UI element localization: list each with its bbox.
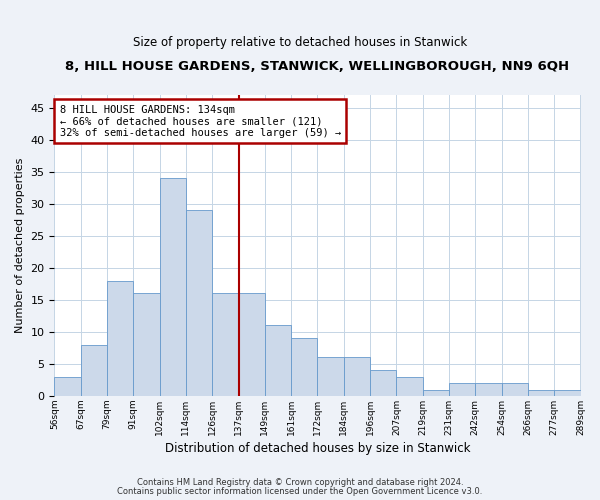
Bar [265,326,291,396]
Bar [317,358,344,396]
Bar [160,178,186,396]
Bar [239,294,265,396]
Bar [475,383,502,396]
Bar [344,358,370,396]
Bar [370,370,397,396]
Bar [554,390,581,396]
Bar [133,294,160,396]
Title: 8, HILL HOUSE GARDENS, STANWICK, WELLINGBOROUGH, NN9 6QH: 8, HILL HOUSE GARDENS, STANWICK, WELLING… [65,60,569,73]
Bar [528,390,554,396]
Bar [55,376,81,396]
Bar [186,210,212,396]
Bar [422,390,449,396]
Text: Contains public sector information licensed under the Open Government Licence v3: Contains public sector information licen… [118,487,482,496]
Text: Contains HM Land Registry data © Crown copyright and database right 2024.: Contains HM Land Registry data © Crown c… [137,478,463,487]
X-axis label: Distribution of detached houses by size in Stanwick: Distribution of detached houses by size … [165,442,470,455]
Bar [502,383,528,396]
Bar [107,280,133,396]
Text: Size of property relative to detached houses in Stanwick: Size of property relative to detached ho… [133,36,467,49]
Y-axis label: Number of detached properties: Number of detached properties [15,158,25,333]
Bar [212,294,239,396]
Bar [291,338,317,396]
Bar [81,344,107,396]
Bar [449,383,475,396]
Bar [397,376,422,396]
Text: 8 HILL HOUSE GARDENS: 134sqm
← 66% of detached houses are smaller (121)
32% of s: 8 HILL HOUSE GARDENS: 134sqm ← 66% of de… [59,104,341,138]
